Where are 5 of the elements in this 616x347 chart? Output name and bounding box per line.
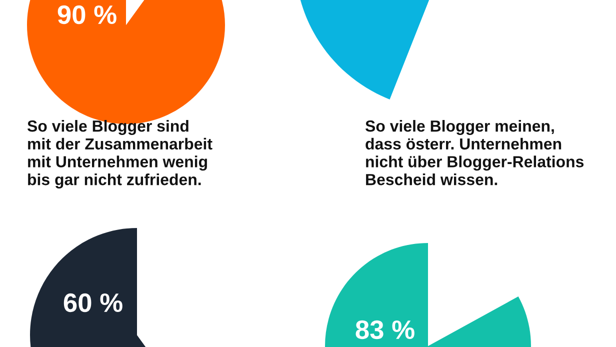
data-label: 60 % bbox=[64, 293, 122, 312]
text: So viele Blogger sind mit der Zusammenarbeit mit Unternehmen wenig bis gar nicht zufrieden. bbox=[27, 120, 212, 188]
data-label: 90 % bbox=[58, 5, 116, 24]
text: So viele Blogger meinen, dass österr. Unternehmen nicht über Blogger-Relations Bescheid wissen. bbox=[365, 120, 584, 186]
data-label: 83 % bbox=[356, 320, 414, 340]
